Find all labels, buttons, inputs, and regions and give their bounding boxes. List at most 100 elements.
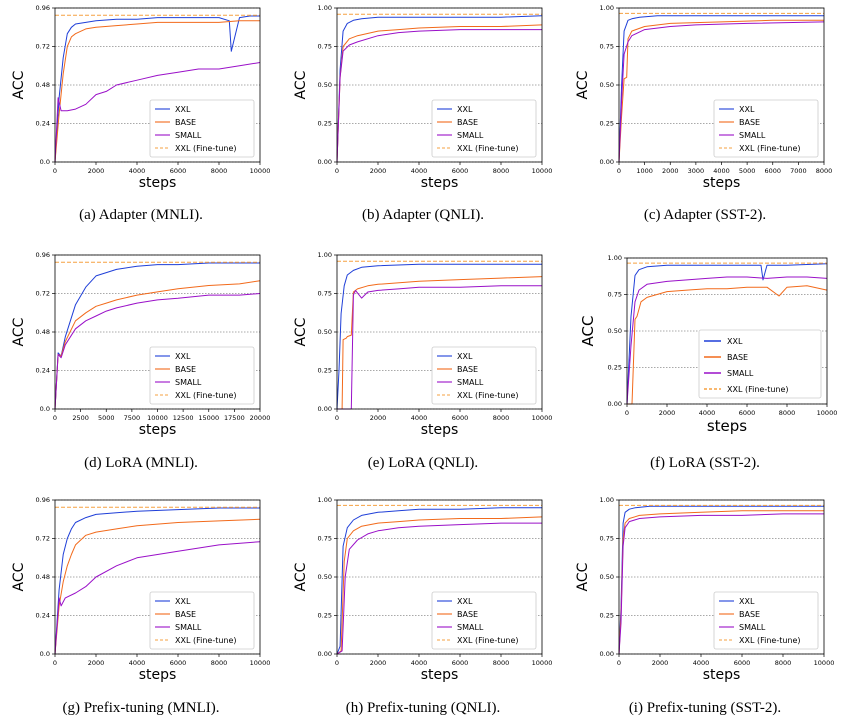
x-tick-label: 4000: [129, 167, 146, 175]
y-tick-label: 0.24: [36, 120, 50, 128]
series-line-small: [54, 541, 261, 655]
legend-label: XXL (Fine-tune): [739, 144, 801, 153]
y-tick-label: 1.00: [600, 4, 614, 12]
caption: (f) LoRA (SST-2).: [650, 455, 760, 471]
legend-label: XXL: [727, 337, 743, 346]
series-line-small: [618, 513, 824, 655]
caption: (g) Prefix-tuning (MNLI).: [62, 700, 220, 716]
y-tick-label: 0.50: [600, 573, 614, 581]
caption: (c) Adapter (SST-2).: [643, 207, 767, 223]
y-tick-label: 0.25: [318, 367, 332, 375]
series-line-xxl: [336, 263, 542, 410]
series-line-small: [54, 62, 261, 163]
chart-panel: 0.00 0.25 0.50 0.75 1.00 0 1000 2000 3000 4000 500…: [575, 4, 832, 191]
legend-label: XXL (Fine-tune): [739, 636, 801, 645]
y-tick-label: 0.24: [36, 612, 50, 620]
legend: [698, 329, 822, 399]
legend-label: BASE: [457, 610, 478, 619]
series-line-xxl: [54, 15, 260, 163]
x-tick-label: 10000: [814, 659, 835, 667]
legend-label: BASE: [457, 365, 478, 374]
chart-panel: 0.00 0.25 0.50 0.75 1.00 0 2000 4000 6000 8000 100…: [575, 496, 835, 683]
y-tick-label: 0.50: [318, 81, 332, 89]
legend-label: XXL: [739, 597, 755, 606]
legend-label: XXL (Fine-tune): [457, 144, 519, 153]
y-tick-label: 0.72: [36, 535, 50, 543]
chart-panel: 0.0 0.24 0.48 0.72 0.96 0 2000 4000 6000 8000 1000…: [11, 4, 270, 191]
legend: [713, 591, 819, 650]
caption: (a) Adapter (MNLI).: [79, 207, 203, 223]
x-tick-label: 6000: [452, 414, 469, 422]
y-tick-label: 0.72: [36, 290, 50, 298]
y-axis-label: ACC: [575, 562, 591, 591]
x-tick-label: 17500: [224, 414, 245, 422]
y-tick-label: 0.72: [36, 43, 50, 51]
legend: [431, 591, 537, 650]
y-axis-label: ACC: [579, 316, 597, 347]
legend-label: XXL: [457, 352, 473, 361]
series-line-base: [54, 518, 261, 655]
y-tick-label: 0.50: [608, 327, 622, 335]
x-tick-label: 2000: [370, 659, 387, 667]
legend-label: XXL (Fine-tune): [175, 391, 237, 400]
x-tick-label: 10000: [532, 414, 553, 422]
legend-label: BASE: [175, 365, 196, 374]
y-tick-label: 0.25: [318, 120, 332, 128]
x-tick-label: 10000: [532, 659, 553, 667]
x-tick-label: 8000: [779, 409, 796, 417]
series-line-small: [618, 21, 825, 163]
series-line-xxl: [336, 15, 543, 163]
x-tick-label: 1000: [636, 167, 653, 175]
x-tick-label: 6000: [452, 659, 469, 667]
caption: (e) LoRA (QNLI).: [367, 455, 479, 471]
x-tick-label: 4000: [713, 167, 730, 175]
x-tick-label: 8000: [211, 659, 228, 667]
x-tick-label: 4000: [693, 659, 710, 667]
legend-label: XXL: [175, 105, 191, 114]
legend-label: SMALL: [457, 378, 484, 387]
y-tick-label: 0.75: [608, 291, 622, 299]
y-tick-label: 0.24: [36, 367, 50, 375]
x-tick-label: 4000: [699, 409, 716, 417]
series-line-base: [336, 516, 543, 655]
x-tick-label: 6000: [170, 659, 187, 667]
y-tick-label: 0.25: [318, 612, 332, 620]
x-tick-label: 0: [335, 167, 339, 175]
y-axis-label: ACC: [293, 562, 309, 591]
y-tick-label: 1.00: [318, 4, 332, 12]
series-line-small: [336, 522, 542, 655]
x-tick-label: 6000: [739, 409, 756, 417]
caption: (b) Adapter (QNLI).: [361, 207, 485, 223]
x-tick-label: 8000: [493, 167, 510, 175]
caption: (h) Prefix-tuning (QNLI).: [345, 700, 501, 716]
y-tick-label: 0.48: [36, 573, 50, 581]
x-tick-label: 8000: [493, 659, 510, 667]
y-tick-label: 0.75: [318, 535, 332, 543]
y-tick-label: 0.00: [318, 650, 332, 658]
x-tick-label: 2000: [662, 167, 679, 175]
legend-label: XXL: [739, 105, 755, 114]
x-tick-label: 0: [53, 414, 57, 422]
x-tick-label: 0: [617, 167, 621, 175]
legend-label: SMALL: [739, 131, 766, 140]
y-tick-label: 0.00: [600, 158, 614, 166]
chart-panel: 0.00 0.25 0.50 0.75 1.00 0 2000 4000 6000 8000 100…: [293, 496, 553, 683]
x-tick-label: 10000: [532, 167, 553, 175]
chart-panel: 0.00 0.25 0.50 0.75 1.00 0 2000 4000 6000 8000 100…: [293, 4, 553, 191]
y-axis-label: ACC: [293, 70, 309, 99]
series-line-small: [54, 293, 261, 410]
chart-panel: 0.0 0.24 0.48 0.72 0.96 0 2500 5000 7500 10000 125…: [11, 251, 270, 438]
legend-label: BASE: [739, 610, 760, 619]
y-tick-label: 0.25: [608, 364, 622, 372]
y-tick-label: 0.48: [36, 328, 50, 336]
y-tick-label: 0.25: [600, 612, 614, 620]
legend-label: SMALL: [727, 369, 754, 378]
y-tick-label: 0.50: [600, 81, 614, 89]
x-axis-label: steps: [707, 417, 747, 435]
chart-panel: 0.00 0.25 0.50 0.75 1.00 0 2000 4000 6000 8000 100…: [293, 251, 553, 438]
legend-label: SMALL: [175, 623, 202, 632]
x-tick-label: 3000: [688, 167, 705, 175]
series-line-xxl: [626, 263, 828, 405]
x-tick-label: 8000: [775, 659, 792, 667]
